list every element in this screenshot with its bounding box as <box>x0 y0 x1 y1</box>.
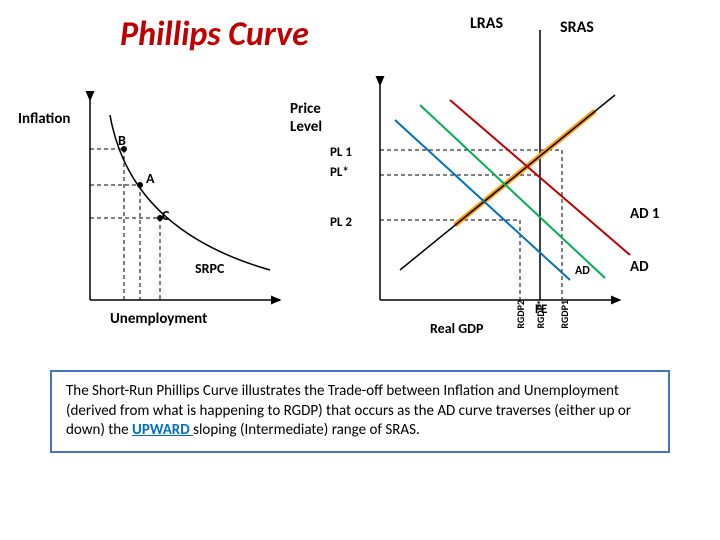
label-unemployment: Unemployment <box>110 310 207 328</box>
caption-box: The Short-Run Phillips Curve illustrates… <box>50 370 670 453</box>
ad-as-chart <box>380 30 630 300</box>
label-lras: LRAS <box>470 14 503 33</box>
label-pointA: A <box>146 170 154 187</box>
vlabel-rgdp1: RGDP1 <box>558 300 571 329</box>
label-pointC: C <box>162 207 169 224</box>
label-pl2: PL 2 <box>330 215 352 230</box>
phillips-curve-chart <box>90 100 280 300</box>
label-price_level: Price Level <box>290 100 322 136</box>
label-pointB: B <box>118 132 126 149</box>
vlabel-rgdpstar: RGDP* <box>534 300 547 329</box>
diagram-canvas <box>0 0 720 360</box>
label-sras: SRAS <box>560 18 594 37</box>
label-ad1: AD 1 <box>630 205 660 223</box>
vlabel-rgdp2: RGDP2 <box>514 300 527 329</box>
label-srpc: SRPC <box>195 260 224 277</box>
label-pl1: PL 1 <box>330 145 352 160</box>
label-inflation: Inflation <box>18 110 70 128</box>
label-ad: AD <box>630 258 649 276</box>
label-real_gdp: Real GDP <box>430 320 483 337</box>
label-plstar: PL* <box>330 165 349 180</box>
label-ad_small: AD <box>575 264 590 278</box>
